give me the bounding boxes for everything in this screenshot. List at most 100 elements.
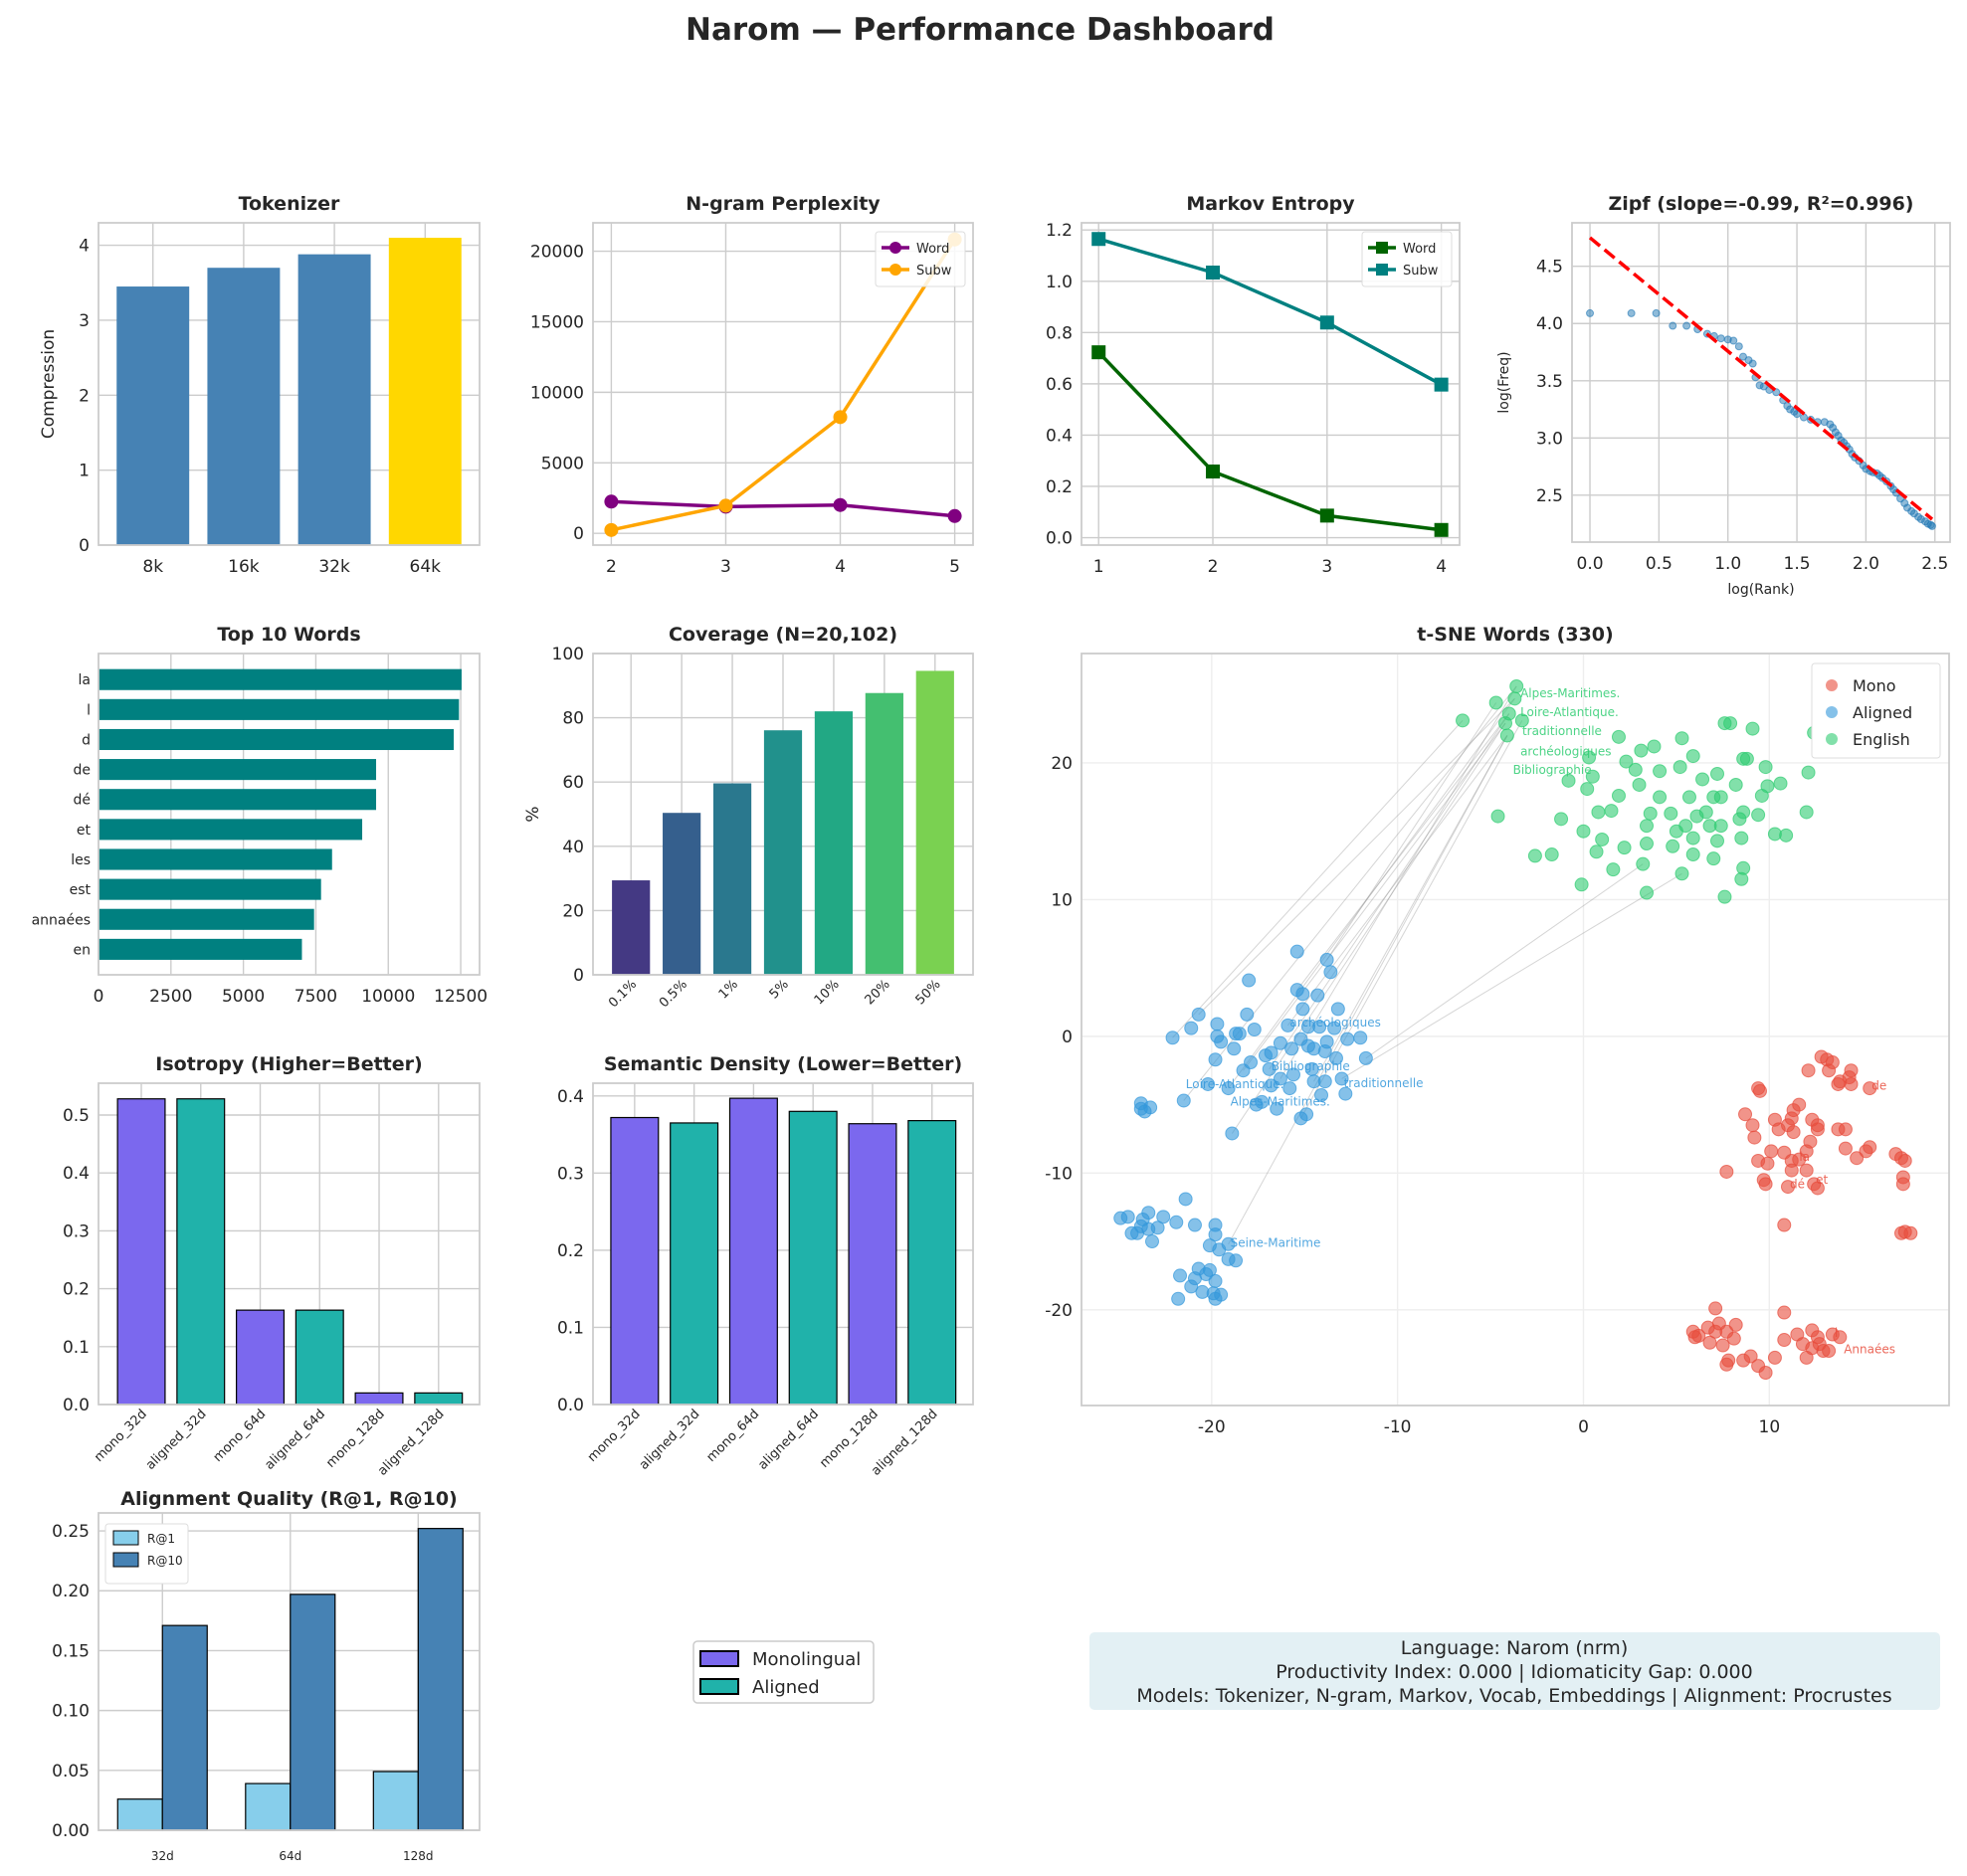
data-point xyxy=(1208,1227,1223,1242)
y-tick-label: 4.5 xyxy=(1536,258,1563,278)
alignment-link xyxy=(1296,713,1510,991)
data-point xyxy=(1240,1007,1255,1022)
legend-swatch xyxy=(112,1530,139,1546)
data-point xyxy=(1781,1180,1796,1195)
bar-50% xyxy=(915,670,954,975)
data-point xyxy=(1682,321,1691,330)
alignment-links xyxy=(1172,685,1682,1245)
legend-frame xyxy=(1811,662,1941,759)
data-point xyxy=(604,522,619,537)
data-point xyxy=(1777,1305,1792,1320)
data-point xyxy=(1698,805,1713,820)
y-tick-label: dé xyxy=(74,793,92,809)
bar-mono_64d xyxy=(236,1309,286,1406)
data-point xyxy=(1760,779,1775,794)
data-point xyxy=(1201,1076,1216,1091)
bar-16k xyxy=(207,268,281,545)
data-point xyxy=(1799,805,1814,820)
x-tick-label: 1 xyxy=(1093,557,1104,577)
data-point xyxy=(1328,1050,1343,1065)
data-point xyxy=(1738,352,1747,361)
data-point xyxy=(1319,315,1334,330)
chart-legend: R@1 R@10 xyxy=(104,1523,189,1585)
x-tick-label: mono_128d xyxy=(323,1407,388,1471)
data-point xyxy=(1634,743,1649,758)
data-point xyxy=(1632,777,1647,792)
bar-dé xyxy=(98,789,377,811)
axes-frame xyxy=(98,1512,481,1831)
y-tick-label: 80 xyxy=(562,709,584,729)
bar-0.1% xyxy=(612,880,651,975)
point-label: l xyxy=(1835,1326,1838,1340)
data-point xyxy=(1295,987,1310,1002)
y-tick-label: 0.0 xyxy=(557,1396,584,1415)
x-tick-label: 2.0 xyxy=(1853,554,1879,574)
data-point xyxy=(1748,359,1757,368)
panel-markov: Markov Entropy 0.0 0.2 0.4 0.6 0.8 1.0 1.2 1 2 3 4 W… xyxy=(1046,193,1461,577)
data-point xyxy=(1221,1081,1236,1096)
data-point xyxy=(1674,731,1689,746)
legend-label: Subw xyxy=(1403,264,1439,279)
data-point xyxy=(1669,321,1677,330)
data-point xyxy=(1169,1215,1184,1229)
panel-zipf: Zipf (slope=-0.99, R²=0.996) 2.5 3.0 3.5 4.0… xyxy=(1496,193,1951,598)
chart-title: t-SNE Words (330) xyxy=(1417,624,1613,646)
x-tick-label: mono_128d xyxy=(817,1407,882,1471)
data-point xyxy=(1178,1192,1193,1207)
bar-aligned_64d xyxy=(295,1309,344,1406)
panel-coverage: Coverage (N=20,102) 0 20 40 60 80 100 0.1% 0.5% 1… xyxy=(523,624,974,1011)
x-tick-label: 3 xyxy=(720,557,731,577)
alignment-link xyxy=(1228,735,1508,1245)
y-tick-label: 0.5 xyxy=(63,1106,90,1126)
data-point xyxy=(1434,522,1449,537)
bar-aligned_128d xyxy=(907,1120,957,1406)
data-point xyxy=(1141,1206,1156,1220)
y-tick-label: 0.4 xyxy=(1046,426,1073,446)
y-tick-label: 3.5 xyxy=(1536,372,1563,392)
bar-aligned_32d xyxy=(176,1098,226,1406)
info-line: Productivity Index: 0.000 | Idiomaticity… xyxy=(1276,1661,1752,1683)
y-tick-label: de xyxy=(74,763,92,779)
data-point xyxy=(1640,837,1655,851)
legend-label: Word xyxy=(916,242,949,257)
bar-mono_128d xyxy=(848,1123,897,1406)
x-tick-label: 1.5 xyxy=(1784,554,1811,574)
chart-title: Semantic Density (Lower=Better) xyxy=(604,1053,962,1075)
data-point xyxy=(1678,819,1693,834)
data-point xyxy=(1717,889,1732,904)
data-point xyxy=(1729,336,1738,345)
data-point xyxy=(1091,232,1106,247)
legend-label: Aligned xyxy=(752,1677,820,1698)
bar-les xyxy=(98,848,332,870)
x-tick-label: mono_32d xyxy=(585,1407,644,1465)
x-tick-label: 16k xyxy=(228,557,260,577)
x-tick-label: 1% xyxy=(716,977,741,1002)
data-point xyxy=(1255,1094,1270,1109)
data-point xyxy=(1527,848,1542,863)
y-tick-label: 0.2 xyxy=(1046,477,1073,497)
data-point xyxy=(1739,751,1754,766)
data-point xyxy=(1636,856,1651,871)
y-tick-label: 0.0 xyxy=(1046,529,1073,549)
point-label: Seine-Maritime xyxy=(1231,1235,1321,1249)
data-point xyxy=(1751,808,1766,823)
data-point xyxy=(1895,1177,1910,1192)
y-tick-label: 10000 xyxy=(530,383,584,403)
data-point xyxy=(1270,1101,1284,1116)
point-label: archéologiques xyxy=(1289,1016,1380,1030)
bar-5% xyxy=(763,730,803,975)
bar-d xyxy=(98,728,455,751)
data-point xyxy=(1591,805,1606,820)
data-point xyxy=(1202,1262,1217,1277)
point-label: dé xyxy=(1790,1177,1805,1191)
y-tick-label: 3.0 xyxy=(1536,429,1563,449)
bar-R@1-64d xyxy=(245,1782,292,1831)
point-label: Bibliographie xyxy=(1272,1059,1350,1073)
data-point xyxy=(1299,1107,1314,1122)
data-point xyxy=(1759,382,1768,391)
axes-frame xyxy=(98,1082,481,1406)
data-point xyxy=(1844,1076,1859,1091)
alignment-link xyxy=(1286,735,1508,1027)
bar-en xyxy=(98,938,302,960)
